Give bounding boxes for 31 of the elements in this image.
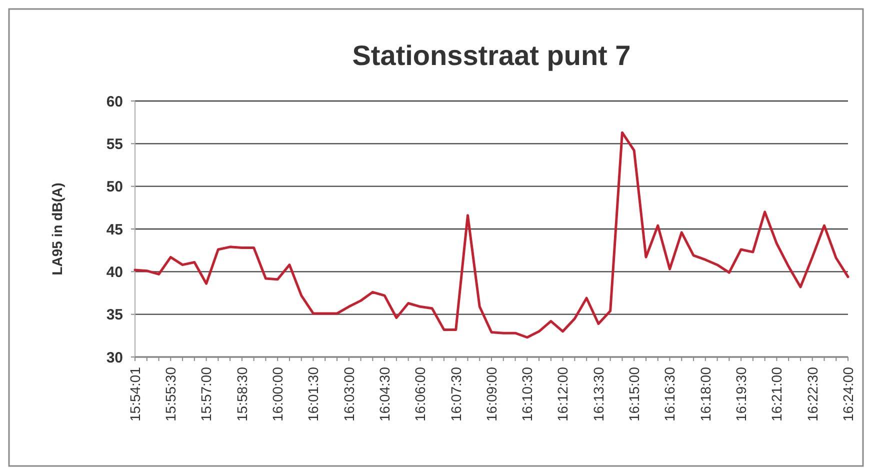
y-tick-label: 40 (106, 264, 123, 281)
x-tick-label: 15:57:00 (198, 366, 214, 422)
x-tick-label: 16:03:00 (340, 366, 357, 422)
line-series (134, 131, 850, 339)
x-tick-label: 16:22:30 (804, 366, 820, 422)
x-tick-label: 16:13:30 (590, 366, 606, 422)
x-tick-label: 15:55:30 (162, 366, 179, 422)
y-axis-title: LA95 in dB(A) (49, 182, 65, 276)
y-tick-label: 45 (106, 221, 123, 238)
y-tick-label: 30 (106, 349, 123, 366)
x-tick-label: 16:19:30 (732, 366, 749, 422)
x-tick-label: 16:01:30 (305, 366, 322, 422)
y-tick-label: 60 (106, 93, 123, 110)
x-tick-label: 16:10:30 (519, 366, 536, 422)
x-tick-label: 16:16:30 (662, 366, 678, 422)
y-tick-label: 35 (106, 306, 123, 324)
x-tick-label: 16:06:00 (412, 366, 428, 422)
chart-title: Stationsstraat punt 7 (352, 40, 631, 71)
x-tick-label: 16:04:30 (376, 366, 392, 422)
x-tick-label: 15:54:01 (126, 366, 143, 422)
x-tick-label: 15:58:30 (234, 366, 250, 422)
x-tick-label: 16:21:00 (768, 366, 785, 422)
x-tick-label: 16:18:00 (697, 366, 714, 422)
x-tick-label: 16:07:30 (448, 366, 464, 422)
x-tick-label: 16:09:00 (483, 366, 500, 422)
y-tick-label: 50 (106, 178, 123, 196)
y-tick-label: 55 (106, 136, 123, 153)
x-tick-label: 16:12:00 (554, 366, 571, 422)
x-tick-label: 16:24:00 (840, 366, 856, 422)
x-tick-label: 16:15:00 (626, 366, 642, 422)
x-tick-label: 16:00:00 (270, 366, 286, 422)
